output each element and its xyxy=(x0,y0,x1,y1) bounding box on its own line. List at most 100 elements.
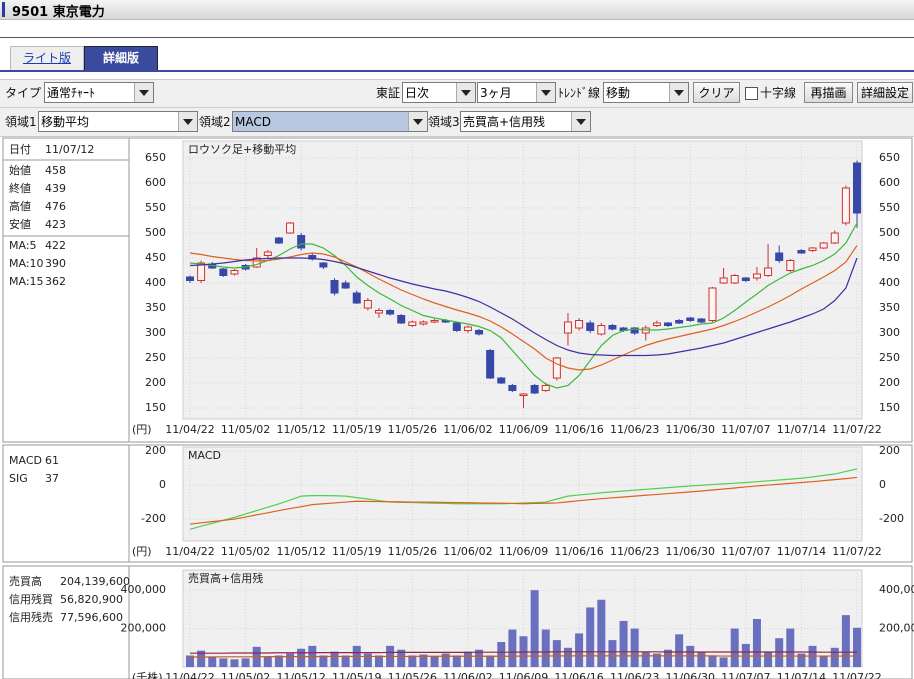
x-tick-label: 11/07/22 xyxy=(832,545,881,558)
y-tick-label: 250 xyxy=(145,351,166,364)
x-tick-label: 11/04/22 xyxy=(165,545,214,558)
panel-title: ロウソク足+移動平均 xyxy=(188,142,296,156)
period-select[interactable]: 3ヶ月 xyxy=(477,82,556,103)
candle-body xyxy=(842,188,849,223)
x-tick-label: 11/07/07 xyxy=(721,671,770,679)
x-tick-label: 11/06/16 xyxy=(554,671,603,679)
x-tick-label: 11/06/30 xyxy=(666,423,715,436)
candle-body xyxy=(653,323,660,326)
area-select[interactable]: MACD xyxy=(232,111,428,132)
x-tick-label: 11/05/02 xyxy=(221,671,270,679)
interval-select[interactable]: 日次 xyxy=(402,82,476,103)
y-tick-label-right: 550 xyxy=(879,201,900,214)
y-tick-label-right: 600 xyxy=(879,176,900,189)
crosshair-checkbox[interactable] xyxy=(745,87,758,100)
candle-body xyxy=(587,323,594,331)
candle-body xyxy=(220,269,227,276)
area-value: 移動平均 xyxy=(41,115,89,129)
volume-bar xyxy=(297,649,305,667)
candle-body xyxy=(598,326,605,335)
trend-value: 移動 xyxy=(606,86,630,100)
y-tick-label: -200 xyxy=(141,512,166,525)
legend-name: MA:15 xyxy=(9,275,44,288)
volume-bar xyxy=(786,629,794,667)
legend-name: SIG xyxy=(9,472,28,485)
dropdown-arrow xyxy=(669,83,688,102)
y-tick-label: 450 xyxy=(145,251,166,264)
candle-body xyxy=(520,394,527,396)
legend-value: 37 xyxy=(45,472,59,485)
volume-bar xyxy=(286,654,294,667)
tab-light[interactable]: ライト版 xyxy=(10,46,84,71)
candle-body xyxy=(431,321,438,323)
volume-bar xyxy=(642,652,650,667)
plot-area xyxy=(183,447,862,541)
y-tick-label: 500 xyxy=(145,226,166,239)
volume-bar xyxy=(508,630,516,667)
y-tick-label: 300 xyxy=(145,326,166,339)
legend-name: 信用残売 xyxy=(9,610,53,624)
settings-button[interactable]: 詳細設定 xyxy=(857,82,913,103)
y-tick-label: 650 xyxy=(145,151,166,164)
x-tick-label: 11/07/22 xyxy=(832,423,881,436)
legend-name: MACD xyxy=(9,454,42,467)
info-label: 高値 xyxy=(9,199,31,213)
unit-label: (千株) xyxy=(132,670,163,679)
x-tick-label: 11/06/09 xyxy=(499,545,548,558)
redraw-button[interactable]: 再描画 xyxy=(804,82,853,103)
volume-bar xyxy=(608,640,616,667)
clear-button[interactable]: クリア xyxy=(693,82,740,103)
area-select[interactable]: 売買高+信用残 xyxy=(460,111,591,132)
candle-body xyxy=(498,378,505,383)
trend-label: ﾄﾚﾝﾄﾞ線 xyxy=(558,82,600,104)
x-tick-label: 11/05/26 xyxy=(388,545,437,558)
candle-body xyxy=(576,321,583,329)
area-select[interactable]: 移動平均 xyxy=(38,111,198,132)
volume-bar xyxy=(219,658,227,667)
x-tick-label: 11/06/30 xyxy=(666,671,715,679)
x-tick-label: 11/07/07 xyxy=(721,545,770,558)
candle-body xyxy=(275,238,282,243)
candle-body xyxy=(720,278,727,283)
volume-bar xyxy=(408,655,416,667)
candle-body xyxy=(509,386,516,391)
candle-body xyxy=(387,311,394,315)
header-title: 9501 東京電力 xyxy=(12,1,105,20)
y-tick-label-right: 400,000 xyxy=(879,583,914,596)
panel-title: MACD xyxy=(188,449,221,462)
volume-bar xyxy=(542,630,550,667)
volume-bar xyxy=(586,607,594,667)
divider xyxy=(0,37,914,38)
volume-bar xyxy=(853,628,861,667)
candle-body xyxy=(287,223,294,233)
info-value: 476 xyxy=(45,200,66,213)
candle-body xyxy=(776,253,783,261)
volume-bar xyxy=(675,634,683,667)
x-tick-label: 11/04/22 xyxy=(165,671,214,679)
trend-select[interactable]: 移動 xyxy=(603,82,689,103)
y-tick-label-right: 150 xyxy=(879,401,900,414)
candle-body xyxy=(231,271,238,275)
period-value: 3ヶ月 xyxy=(480,86,512,100)
info-label: 終値 xyxy=(9,181,31,195)
candle-body xyxy=(298,236,305,249)
tab-detail[interactable]: 詳細版 xyxy=(84,46,158,71)
unit-label: (円) xyxy=(132,423,152,436)
y-tick-label: 0 xyxy=(159,478,166,491)
x-tick-label: 11/06/09 xyxy=(499,423,548,436)
y-tick-label-right: 400 xyxy=(879,276,900,289)
y-tick-label-right: -200 xyxy=(879,512,904,525)
dropdown-arrow xyxy=(134,83,153,102)
candle-body xyxy=(487,351,494,379)
candle-body xyxy=(564,322,571,333)
panel-title: 売買高+信用残 xyxy=(188,571,263,585)
type-select[interactable]: 通常ﾁｬｰﾄ xyxy=(44,82,154,103)
dropdown-arrow xyxy=(178,112,197,131)
volume-bar xyxy=(631,629,639,667)
volume-bar xyxy=(264,656,272,667)
candle-body xyxy=(187,277,194,281)
area-label: 領域1 xyxy=(5,111,37,133)
x-tick-label: 11/06/02 xyxy=(443,423,492,436)
candle-body xyxy=(787,261,794,271)
